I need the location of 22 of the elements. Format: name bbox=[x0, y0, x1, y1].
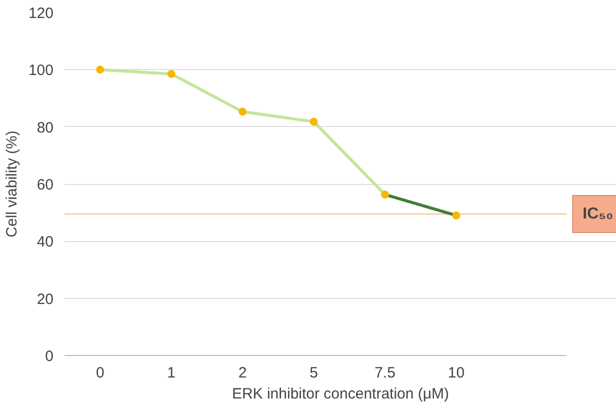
x-tick-label: 7.5 bbox=[374, 364, 396, 382]
point bbox=[381, 190, 390, 199]
x-axis-title: ERK inhibitor concentration (μM) bbox=[232, 386, 450, 402]
point bbox=[452, 211, 460, 220]
point bbox=[310, 118, 318, 126]
x-tick-label: 10 bbox=[448, 364, 465, 382]
y-tick-label: 60 bbox=[36, 176, 54, 194]
x-tick-label: 2 bbox=[238, 364, 247, 382]
point bbox=[238, 108, 247, 116]
x-tick-label: 1 bbox=[167, 364, 176, 382]
y-tick-label: 40 bbox=[36, 234, 54, 251]
x-tick-label: 0 bbox=[96, 364, 104, 382]
y-tick-label: 120 bbox=[28, 5, 54, 22]
point bbox=[96, 66, 104, 74]
y-tick-label: 100 bbox=[28, 62, 54, 80]
y-tick-label: 0 bbox=[45, 348, 54, 365]
y-tick-label: 80 bbox=[36, 119, 54, 136]
x-tick-label: 5 bbox=[310, 364, 318, 382]
point bbox=[167, 70, 176, 78]
ref-line-label: IC₅₀ bbox=[582, 206, 614, 223]
y-tick-label: 20 bbox=[36, 290, 54, 308]
y-axis-title: Cell viability (%) bbox=[3, 130, 20, 238]
